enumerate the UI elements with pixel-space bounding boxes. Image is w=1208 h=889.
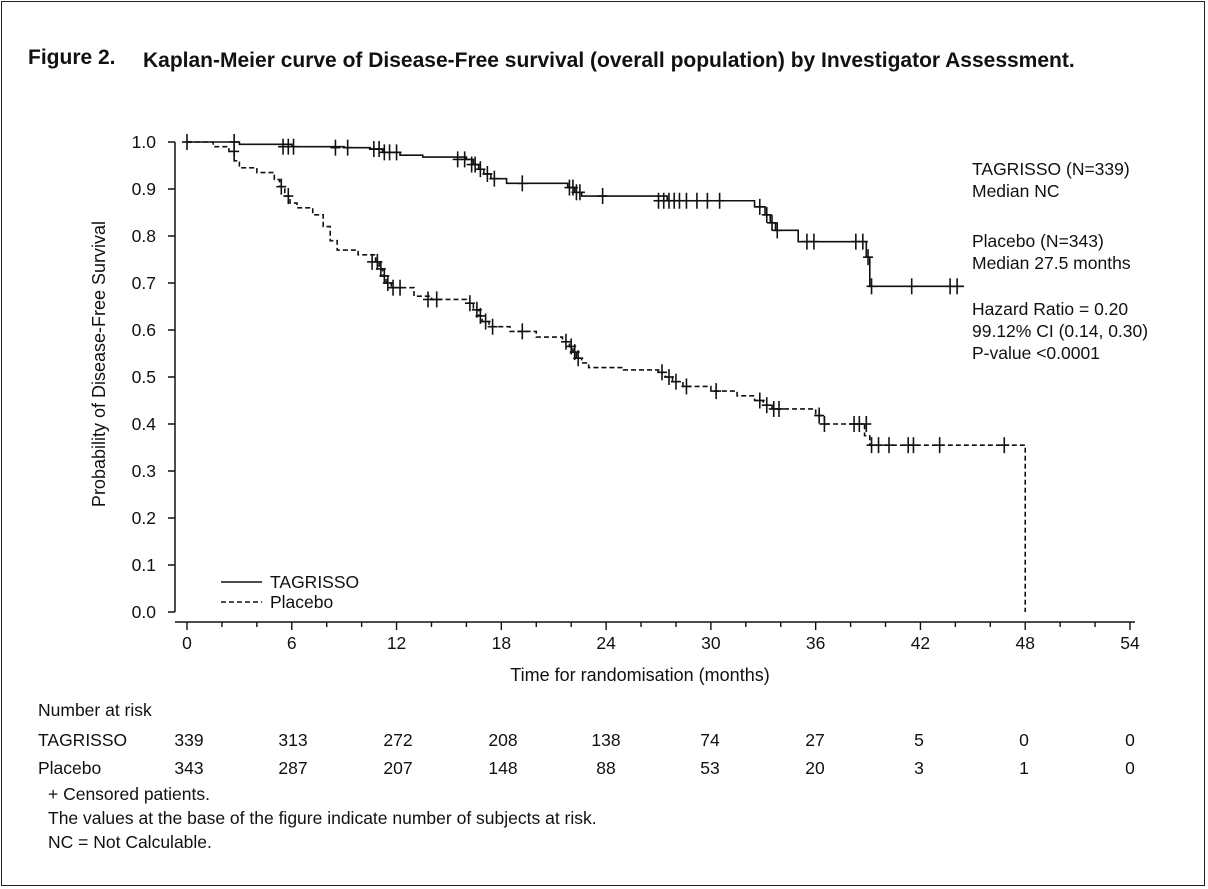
risk-value-tagrisso: 0 [1125,730,1135,750]
risk-value-tagrisso: 339 [174,730,204,750]
footnote-nc: NC = Not Calculable. [48,832,212,852]
annotation-tagrisso-n: TAGRISSO (N=339) [972,159,1130,179]
chart-axes: 0.0 0.1 0.2 0.3 0.4 0.5 0.6 0.7 0.8 0.9 1.0 0 6 12 18 2… [89,132,1140,685]
risk-value-placebo: 88 [596,758,616,778]
risk-value-tagrisso: 272 [383,730,413,750]
chart-series [182,134,1027,612]
risk-value-placebo: 207 [383,758,413,778]
x-tick-label: 48 [1015,633,1034,653]
x-tick-label: 30 [701,633,721,653]
risk-value-placebo: 53 [700,758,720,778]
figure-title: Kaplan-Meier curve of Disease-Free survi… [143,49,1075,72]
annotation-placebo-median: Median 27.5 months [972,253,1131,273]
x-tick-label: 36 [806,633,825,653]
risk-value-tagrisso: 27 [805,730,825,750]
risk-value-placebo: 148 [488,758,518,778]
risk-value-tagrisso: 208 [488,730,518,750]
legend-label-placebo: Placebo [270,592,333,612]
risk-value-tagrisso: 5 [914,730,924,750]
confidence-interval: 99.12% CI (0.14, 0.30) [972,321,1149,341]
km-curve-tagrisso [187,141,965,288]
y-tick-label: 0.1 [132,555,156,575]
hazard-ratio: Hazard Ratio = 0.20 [972,299,1129,319]
annotation-statistics: Hazard Ratio = 0.20 99.12% CI (0.14, 0.3… [972,298,1148,364]
footnote-censored: + Censored patients. [48,784,210,804]
y-tick-label: 0.7 [132,273,156,293]
risk-value-placebo: 20 [805,758,825,778]
x-tick-label: 54 [1120,633,1140,653]
risk-value-tagrisso: 74 [700,730,720,750]
x-tick-label: 42 [911,633,930,653]
risk-row-label-tagrisso: TAGRISSO [38,730,128,750]
y-tick-label: 0.0 [132,602,157,622]
x-tick-label: 12 [387,633,406,653]
x-tick-label: 6 [287,633,297,653]
y-tick-label: 0.9 [132,179,156,199]
footnote-risk-values: The values at the base of the figure ind… [48,808,597,828]
annotation-placebo: Placebo (N=343) Median 27.5 months [972,230,1131,274]
risk-value-placebo: 3 [914,758,924,778]
risk-row-label-placebo: Placebo [38,758,102,778]
annotation-tagrisso: TAGRISSO (N=339) Median NC [972,158,1130,202]
risk-value-tagrisso: 138 [591,730,621,750]
y-tick-label: 0.3 [132,461,156,481]
y-tick-label: 0.6 [132,320,156,340]
y-tick-label: 0.5 [132,367,156,387]
risk-value-tagrisso: 313 [278,730,308,750]
risk-value-placebo: 0 [1125,758,1135,778]
y-tick-label: 0.2 [132,508,156,528]
y-tick-label: 1.0 [132,132,157,152]
y-axis-title: Probability of Disease-Free Survival [89,221,109,507]
y-tick-label: 0.4 [132,414,157,434]
x-axis-title: Time for randomisation (months) [510,665,769,685]
figure-number: Figure 2. [28,46,116,69]
risk-value-tagrisso: 0 [1019,730,1029,750]
risk-value-placebo: 1 [1019,758,1029,778]
legend-label-tagrisso: TAGRISSO [270,572,359,592]
x-tick-label: 0 [182,633,192,653]
risk-value-placebo: 287 [278,758,308,778]
annotation-placebo-n: Placebo (N=343) [972,231,1104,251]
km-curve-placebo [187,141,1027,612]
x-tick-label: 18 [492,633,511,653]
risk-value-placebo: 343 [174,758,204,778]
risk-table-header: Number at risk [38,700,152,720]
x-tick-label: 24 [596,633,616,653]
annotation-tagrisso-median: Median NC [972,181,1060,201]
y-tick-label: 0.8 [132,226,156,246]
p-value: P-value <0.0001 [972,343,1100,363]
